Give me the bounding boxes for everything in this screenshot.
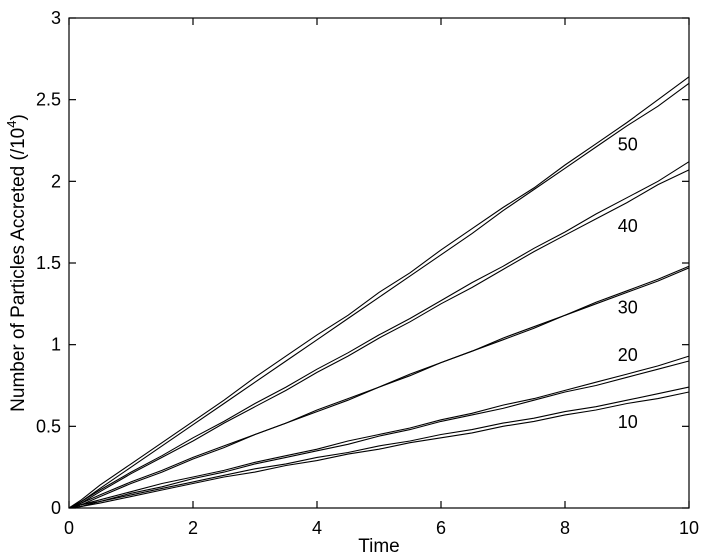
series-20-curve-2 <box>68 360 690 509</box>
axis-ticks <box>68 17 690 509</box>
series-50-curve-1 <box>68 76 690 509</box>
y-tick-label: 0 <box>51 498 61 518</box>
series-40-curve-2 <box>68 169 690 509</box>
series-label-10: 10 <box>618 412 638 432</box>
y-axis-title-close: ) <box>8 114 29 120</box>
y-axis-title: Number of Particles Accreted (/104) <box>4 114 29 412</box>
series-label-20: 20 <box>618 345 638 365</box>
series-30-curve-1 <box>68 265 690 509</box>
x-tick-label: 6 <box>436 518 446 538</box>
series-10-curve-2 <box>68 391 690 509</box>
series-labels: 50 40 30 20 10 <box>618 134 638 432</box>
series-curves <box>68 76 690 509</box>
series-10-curve-1 <box>68 386 690 509</box>
series-label-50: 50 <box>618 134 638 154</box>
x-tick-label: 2 <box>188 518 198 538</box>
y-axis-tick-labels: 0 0.5 1 1.5 2 2.5 3 <box>36 8 61 518</box>
y-tick-label: 1 <box>51 335 61 355</box>
x-tick-label: 10 <box>679 518 699 538</box>
y-tick-label: 2 <box>51 171 61 191</box>
series-label-30: 30 <box>618 298 638 318</box>
series-50-curve-2 <box>68 82 690 509</box>
series-40-curve-1 <box>68 161 690 509</box>
x-tick-label: 0 <box>64 518 74 538</box>
x-axis-tick-labels: 0 2 4 6 8 10 <box>64 518 699 538</box>
series-label-40: 40 <box>618 216 638 236</box>
y-tick-label: 0.5 <box>36 416 61 436</box>
y-tick-label: 3 <box>51 8 61 28</box>
x-tick-label: 4 <box>312 518 322 538</box>
series-20-curve-1 <box>68 355 690 509</box>
x-axis-title: Time <box>358 536 400 557</box>
y-axis-title-exponent: 4 <box>4 121 19 128</box>
y-tick-label: 2.5 <box>36 90 61 110</box>
y-tick-label: 1.5 <box>36 253 61 273</box>
y-axis-title-main: Number of Particles Accreted (/10 <box>8 128 29 412</box>
series-30-curve-2 <box>68 267 690 509</box>
x-tick-label: 8 <box>560 518 570 538</box>
